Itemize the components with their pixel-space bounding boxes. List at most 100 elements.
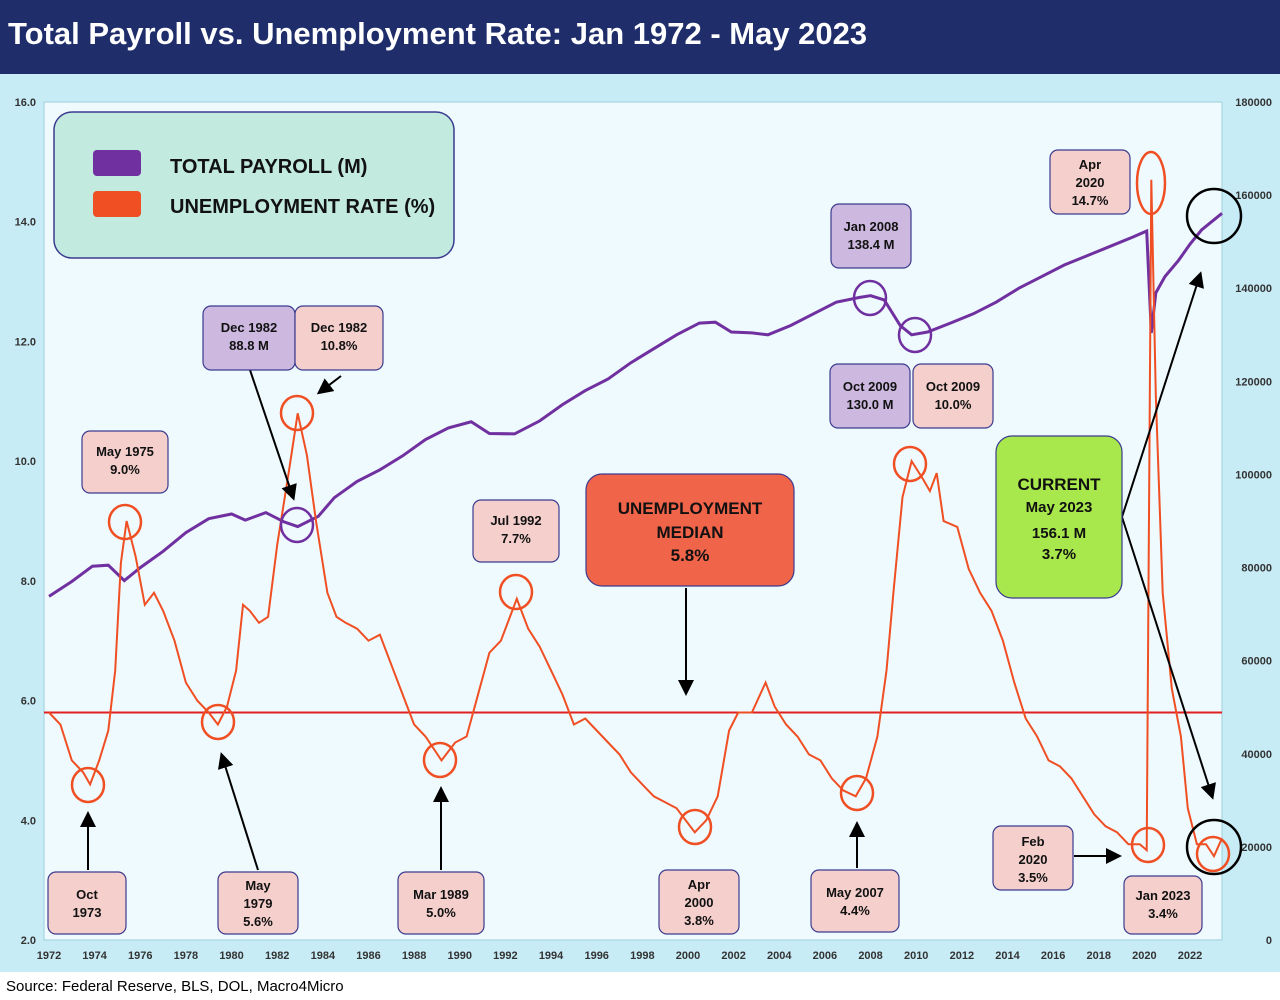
annotation-current-line4: 3.7% (1042, 546, 1076, 563)
y-right-tick-label: 60000 (1241, 656, 1272, 668)
legend-unemployment-label: UNEMPLOYMENT RATE (%) (170, 196, 435, 218)
annotation-may1975-line2: 9.0% (110, 462, 140, 477)
circle-feb2020 (1130, 826, 1166, 864)
unemployment-highlight-circles (70, 150, 1231, 873)
circle-may1975 (107, 503, 143, 541)
x-tick-label: 1972 (37, 950, 61, 962)
annotation-median-line3: 5.8% (671, 546, 710, 565)
annotation-feb2020-line3: 3.5% (1018, 870, 1048, 885)
x-tick-label: 1980 (219, 950, 243, 962)
annotation-oct2009-payroll: Oct 2009 130.0 M (829, 363, 911, 429)
annotation-apr2020-line1: Apr (1079, 157, 1101, 172)
annotation-mar1989-box (397, 871, 485, 935)
x-tick-label: 1996 (584, 950, 608, 962)
circle-mar1989 (422, 741, 458, 779)
annotation-jan2008-box (830, 203, 912, 269)
annotation-jan2008-line1: Jan 2008 (844, 219, 899, 234)
legend-payroll-label: TOTAL PAYROLL (M) (170, 156, 367, 178)
arrow-current-payroll (1121, 271, 1204, 518)
x-tick-label: 2002 (721, 950, 745, 962)
annotation-jan2008: Jan 2008 138.4 M (830, 203, 912, 269)
x-tick-label: 1978 (174, 950, 198, 962)
unemployment-series-line (48, 179, 1223, 859)
x-tick-label: 1992 (493, 950, 517, 962)
annotation-jul1992-line2: 7.7% (501, 531, 531, 546)
legend-payroll-swatch (93, 150, 141, 176)
annotation-apr2000: Apr 2000 3.8% (658, 869, 740, 935)
annotation-may1979-line1: May (245, 878, 271, 893)
annotation-jan2023-line2: 3.4% (1148, 906, 1178, 921)
current-highlight-circles (1185, 187, 1243, 876)
annotation-dec1982-unemp: Dec 1982 10.8% (294, 305, 384, 371)
annotation-median: UNEMPLOYMENT MEDIAN 5.8% (585, 473, 795, 587)
arrow-dec1982-payroll (249, 369, 297, 501)
circle-apr2020 (1135, 150, 1167, 216)
x-axis: 1972 1974 1976 1978 1980 1982 1984 1986 1988 1990… (37, 950, 1203, 962)
annotation-may1975-box (81, 430, 169, 494)
annotation-feb2020-line1: Feb (1021, 834, 1044, 849)
annotation-oct1973-box (47, 871, 127, 935)
annotation-jan2008-line2: 138.4 M (848, 237, 895, 252)
annotation-may2007: May 2007 4.4% (810, 869, 900, 933)
annotation-may1979-line3: 5.6% (243, 914, 273, 929)
title-bar: Total Payroll vs. Unemployment Rate: Jan… (0, 0, 1280, 74)
y-left-tick-label: 16.0 (15, 97, 36, 109)
annotation-dec1982-payroll-line1: Dec 1982 (221, 320, 277, 335)
annotation-apr2000-box (658, 869, 740, 935)
y-right-tick-label: 100000 (1235, 469, 1272, 481)
annotation-apr2020: Apr 2020 14.7% (1049, 149, 1131, 215)
circle-oct2009-unemp (892, 445, 928, 483)
x-tick-label: 1982 (265, 950, 289, 962)
annotation-dec1982-payroll: Dec 1982 88.8 M (202, 305, 296, 371)
annotation-apr2000-line2: 2000 (685, 895, 714, 910)
circle-jan2008 (852, 279, 888, 317)
annotation-apr2020-line2: 2020 (1076, 175, 1105, 190)
x-tick-label: 2000 (676, 950, 700, 962)
x-tick-label: 1984 (311, 950, 336, 962)
arrow-current-unemp (1121, 516, 1216, 800)
annotation-jan2023: Jan 2023 3.4% (1123, 875, 1203, 935)
circle-may1979 (200, 703, 236, 741)
annotation-apr2000-line1: Apr (688, 877, 710, 892)
annotation-feb2020: Feb 2020 3.5% (992, 825, 1074, 891)
annotation-may2007-line1: May 2007 (826, 885, 884, 900)
source-note: Source: Federal Reserve, BLS, DOL, Macro… (6, 978, 344, 995)
annotation-dec1982-unemp-box (294, 305, 384, 371)
y-right-tick-label: 160000 (1235, 190, 1272, 202)
x-tick-label: 1974 (82, 950, 107, 962)
annotation-jan2023-box (1123, 875, 1203, 935)
annotation-median-box (585, 473, 795, 587)
x-tick-label: 1976 (128, 950, 152, 962)
y-left-tick-label: 8.0 (21, 576, 36, 588)
annotation-jul1992: Jul 1992 7.7% (472, 499, 560, 563)
annotation-median-line1: UNEMPLOYMENT (618, 499, 763, 518)
annotation-mar1989-line1: Mar 1989 (413, 887, 469, 902)
x-tick-label: 1990 (448, 950, 472, 962)
y-right-axis: 0 20000 40000 60000 80000 100000 120000 140000 1… (1235, 97, 1272, 947)
payroll-series-line (48, 212, 1223, 598)
annotation-feb2020-box (992, 825, 1074, 891)
x-tick-label: 2012 (950, 950, 974, 962)
payroll-highlight-circles (279, 279, 933, 544)
y-left-tick-label: 10.0 (15, 456, 36, 468)
chart-title: Total Payroll vs. Unemployment Rate: Jan… (8, 16, 868, 51)
circle-dec1982-unemp (279, 394, 315, 432)
annotation-may1975: May 1975 9.0% (81, 430, 169, 494)
y-left-axis: 2.0 4.0 6.0 8.0 10.0 12.0 14.0 16.0 (15, 97, 36, 947)
annotation-may1975-line1: May 1975 (96, 444, 154, 459)
y-right-tick-label: 140000 (1235, 283, 1272, 295)
y-right-tick-label: 20000 (1241, 842, 1272, 854)
legend-box (53, 111, 455, 259)
circle-jan2023 (1195, 835, 1231, 873)
annotation-current-line1: CURRENT (1017, 475, 1101, 494)
annotation-oct2009-unemp: Oct 2009 10.0% (912, 363, 994, 429)
annotation-current-box (995, 435, 1123, 599)
annotation-oct2009-payroll-box (829, 363, 911, 429)
annotation-arrows (80, 271, 1216, 871)
x-tick-label: 2006 (813, 950, 837, 962)
y-left-tick-label: 2.0 (21, 935, 36, 947)
y-left-tick-label: 12.0 (15, 336, 36, 348)
annotation-jul1992-line1: Jul 1992 (490, 513, 541, 528)
y-left-tick-label: 6.0 (21, 696, 36, 708)
y-left-tick-label: 14.0 (15, 217, 36, 229)
